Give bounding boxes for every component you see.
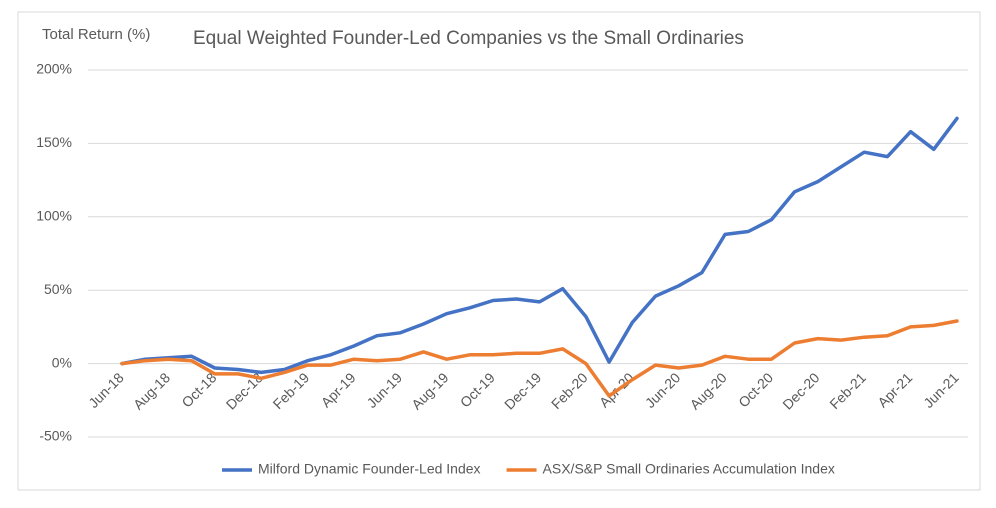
y-tick-label: 0%: [52, 354, 72, 370]
series-line: [120, 319, 959, 398]
y-tick-label: 150%: [36, 134, 72, 150]
legend-label: Milford Dynamic Founder-Led Index: [258, 461, 481, 477]
series-line: [120, 116, 959, 375]
chart-title: Equal Weighted Founder-Led Companies vs …: [193, 28, 744, 49]
y-axis-title: Total Return (%): [42, 26, 150, 43]
legend-label: ASX/S&P Small Ordinaries Accumulation In…: [543, 461, 835, 477]
y-tick-label: -50%: [39, 428, 72, 444]
chart-border: [17, 11, 981, 491]
y-tick-label: 100%: [36, 208, 72, 224]
y-tick-label: 200%: [36, 61, 72, 77]
y-tick-label: 50%: [44, 281, 72, 297]
